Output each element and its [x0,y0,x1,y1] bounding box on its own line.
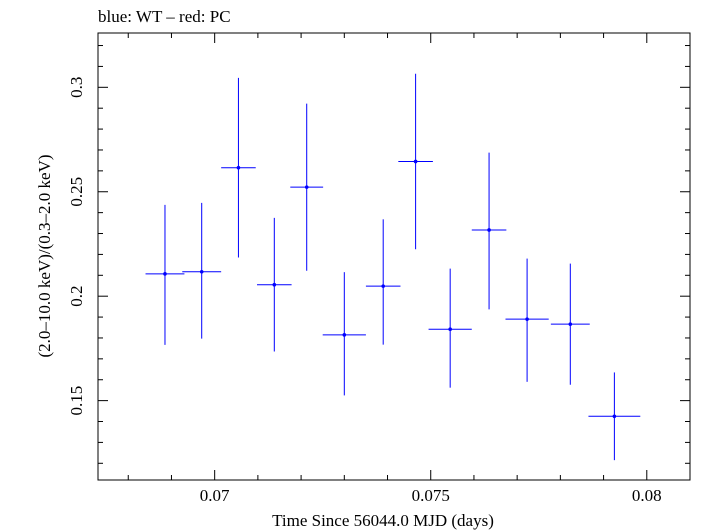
x-tick-label: 0.08 [632,486,662,505]
data-point [290,103,324,271]
point-marker [568,322,573,326]
point-marker [236,165,241,170]
data-point [322,272,366,396]
point-marker [342,333,347,337]
data-point [257,217,292,352]
data-point [588,372,641,461]
data-point [428,268,472,388]
data-point [365,219,401,345]
point-marker [304,185,309,189]
x-tick-label: 0.075 [412,486,450,505]
y-tick-label: 0.25 [67,177,86,207]
x-axis-label: Time Since 56044.0 MJD (days) [272,511,494,530]
point-marker [525,317,529,321]
plot-frame [97,32,691,481]
point-marker [612,414,617,419]
chart-title: blue: WT – red: PC [98,7,231,26]
point-marker [487,228,491,232]
data-point [550,263,590,385]
data-point [471,152,507,310]
point-marker [272,282,277,287]
point-marker [163,272,167,276]
x-axis: 0.07 0.075 0.08 [127,33,662,505]
y-tick-label: 0.15 [67,386,86,416]
data-point [221,77,256,258]
data-point [505,258,549,382]
point-marker [199,269,204,274]
point-marker [381,284,385,288]
y-axis: 0.15 0.2 0.25 0.3 [67,45,690,464]
data-series-wt [145,73,641,461]
point-marker [413,159,418,164]
y-tick-label: 0.3 [67,77,86,98]
point-marker [448,327,452,331]
data-point [398,73,433,250]
y-axis-label: (2.0–10.0 keV)/(0.3–2.0 keV) [35,154,54,357]
data-point [145,204,185,345]
y-tick-label: 0.2 [67,286,86,307]
data-point [182,202,222,339]
x-tick-label: 0.07 [200,486,230,505]
